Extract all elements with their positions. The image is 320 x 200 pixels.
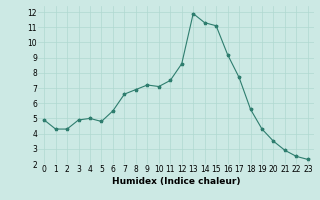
X-axis label: Humidex (Indice chaleur): Humidex (Indice chaleur)	[112, 177, 240, 186]
